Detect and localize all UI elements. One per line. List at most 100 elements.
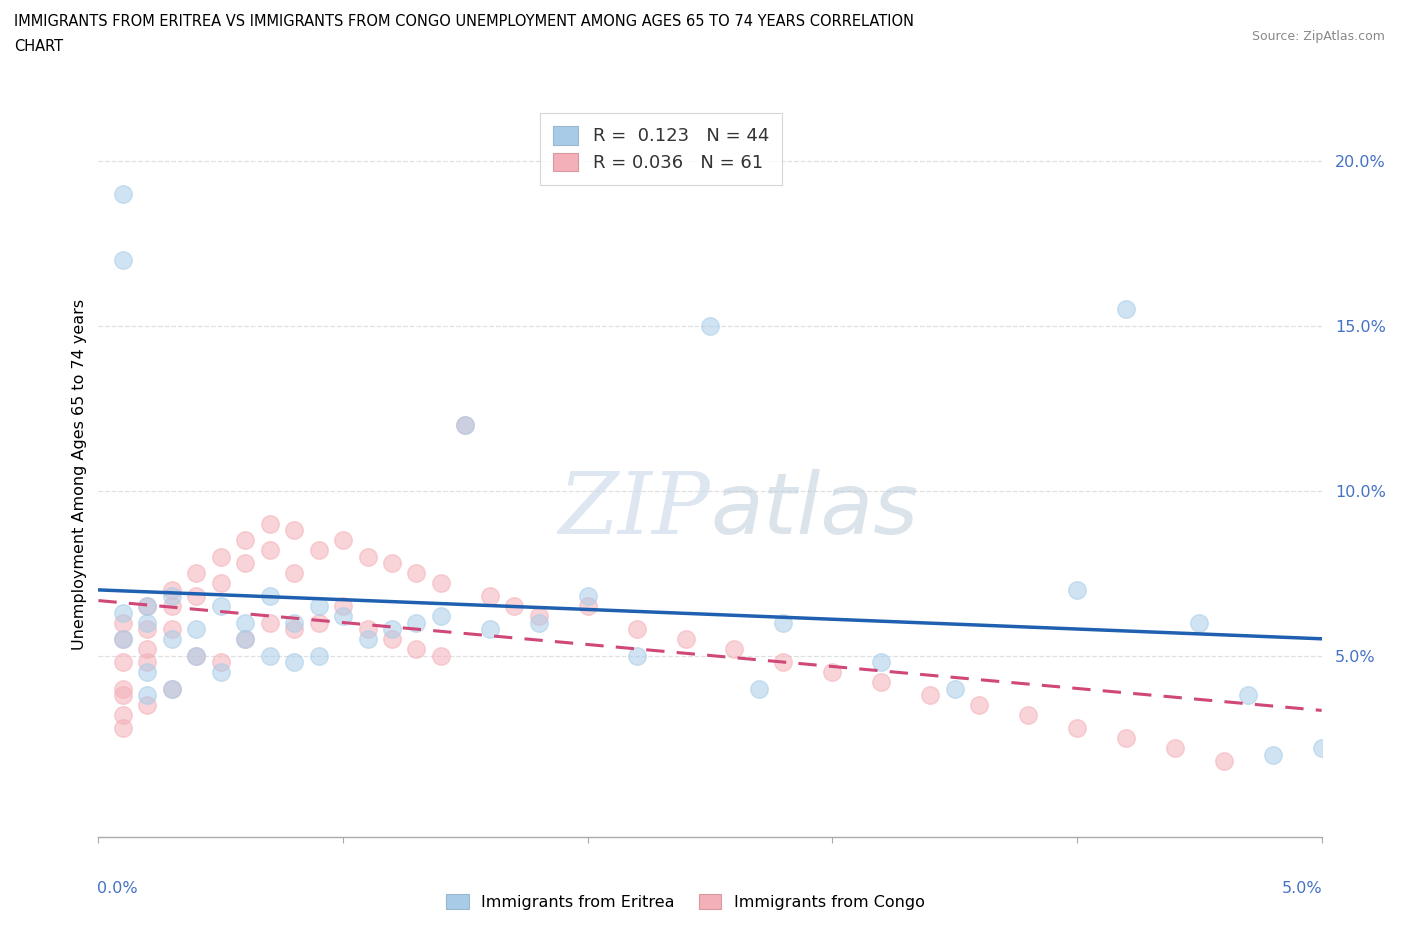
- Point: [136, 642, 159, 657]
- Point: [186, 648, 208, 663]
- Point: [111, 631, 134, 646]
- Point: [233, 616, 256, 631]
- Point: [723, 642, 745, 657]
- Point: [283, 565, 305, 580]
- Point: [233, 533, 256, 548]
- Point: [209, 665, 232, 680]
- Text: atlas: atlas: [710, 469, 918, 552]
- Point: [870, 655, 893, 670]
- Point: [209, 550, 232, 565]
- Point: [381, 556, 404, 571]
- Point: [748, 681, 770, 696]
- Point: [186, 589, 208, 604]
- Point: [308, 648, 330, 663]
- Text: 0.0%: 0.0%: [97, 881, 138, 896]
- Point: [136, 622, 159, 637]
- Point: [478, 622, 501, 637]
- Point: [626, 622, 648, 637]
- Point: [1212, 753, 1234, 768]
- Point: [259, 516, 281, 531]
- Point: [1237, 688, 1260, 703]
- Point: [111, 655, 134, 670]
- Point: [111, 688, 134, 703]
- Point: [772, 616, 794, 631]
- Point: [136, 599, 159, 614]
- Point: [821, 665, 844, 680]
- Point: [1188, 616, 1211, 631]
- Point: [111, 708, 134, 723]
- Point: [356, 622, 378, 637]
- Point: [111, 616, 134, 631]
- Point: [209, 655, 232, 670]
- Point: [160, 622, 183, 637]
- Point: [405, 616, 427, 631]
- Point: [160, 599, 183, 614]
- Point: [870, 674, 893, 689]
- Point: [1261, 747, 1284, 762]
- Point: [943, 681, 966, 696]
- Point: [160, 681, 183, 696]
- Point: [405, 565, 427, 580]
- Point: [160, 589, 183, 604]
- Point: [478, 589, 501, 604]
- Point: [111, 187, 134, 202]
- Point: [356, 631, 378, 646]
- Legend: Immigrants from Eritrea, Immigrants from Congo: Immigrants from Eritrea, Immigrants from…: [440, 887, 931, 916]
- Point: [576, 599, 599, 614]
- Point: [209, 599, 232, 614]
- Point: [136, 599, 159, 614]
- Point: [259, 543, 281, 558]
- Point: [209, 576, 232, 591]
- Point: [160, 681, 183, 696]
- Point: [332, 599, 354, 614]
- Point: [576, 589, 599, 604]
- Point: [332, 608, 354, 623]
- Point: [283, 655, 305, 670]
- Point: [111, 605, 134, 620]
- Point: [308, 616, 330, 631]
- Point: [430, 608, 453, 623]
- Point: [186, 565, 208, 580]
- Point: [1164, 740, 1187, 755]
- Point: [430, 576, 453, 591]
- Point: [430, 648, 453, 663]
- Point: [454, 418, 477, 432]
- Point: [233, 556, 256, 571]
- Point: [1115, 731, 1137, 746]
- Text: ZIP: ZIP: [558, 470, 710, 551]
- Point: [381, 631, 404, 646]
- Point: [1066, 582, 1088, 597]
- Point: [111, 721, 134, 736]
- Point: [1017, 708, 1039, 723]
- Point: [772, 655, 794, 670]
- Point: [527, 616, 550, 631]
- Point: [283, 523, 305, 538]
- Point: [675, 631, 697, 646]
- Point: [308, 543, 330, 558]
- Text: Source: ZipAtlas.com: Source: ZipAtlas.com: [1251, 30, 1385, 43]
- Point: [111, 631, 134, 646]
- Point: [1066, 721, 1088, 736]
- Y-axis label: Unemployment Among Ages 65 to 74 years: Unemployment Among Ages 65 to 74 years: [72, 299, 87, 650]
- Point: [136, 688, 159, 703]
- Point: [527, 608, 550, 623]
- Point: [136, 698, 159, 712]
- Point: [160, 582, 183, 597]
- Point: [405, 642, 427, 657]
- Point: [259, 616, 281, 631]
- Text: IMMIGRANTS FROM ERITREA VS IMMIGRANTS FROM CONGO UNEMPLOYMENT AMONG AGES 65 TO 7: IMMIGRANTS FROM ERITREA VS IMMIGRANTS FR…: [14, 14, 914, 29]
- Text: 5.0%: 5.0%: [1282, 881, 1323, 896]
- Point: [136, 655, 159, 670]
- Point: [967, 698, 990, 712]
- Point: [259, 648, 281, 663]
- Point: [454, 418, 477, 432]
- Point: [1115, 302, 1137, 317]
- Point: [626, 648, 648, 663]
- Point: [136, 665, 159, 680]
- Point: [233, 631, 256, 646]
- Point: [259, 589, 281, 604]
- Point: [111, 681, 134, 696]
- Point: [1310, 740, 1333, 755]
- Point: [186, 648, 208, 663]
- Point: [136, 616, 159, 631]
